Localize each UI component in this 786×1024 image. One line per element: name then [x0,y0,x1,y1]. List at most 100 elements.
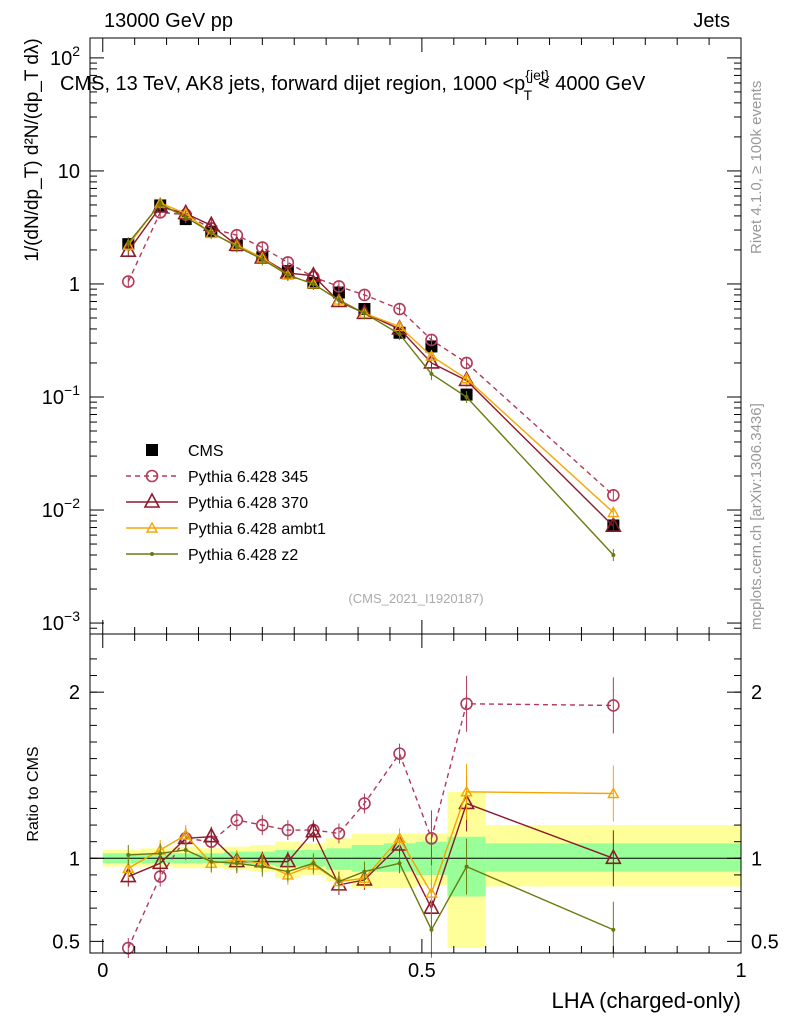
ratio-series [119,675,622,959]
header-left: 13000 GeV pp [104,10,233,32]
point-pythia-6-428-z2 [209,230,214,235]
legend-marker-cms [146,444,158,456]
ratio-point-pythia-6-428-345 [607,699,620,712]
legend-marker-pythia-6-428-345 [145,469,159,483]
point-pythia-6-428-z2 [260,257,265,262]
legend-marker-pythia-6-428-370 [143,492,161,508]
ratio-ytick-label-right: 2 [751,682,762,704]
point-pythia-6-428-z2 [158,201,163,206]
point-pythia-6-428-ambt1 [607,506,620,518]
ratio-ytick-label-right: 1 [751,848,762,870]
ratio-point-pythia-6-428-z2 [234,861,239,866]
point-pythia-6-428-345 [425,333,438,347]
ratio-point-pythia-6-428-345 [460,697,473,711]
ratio-ytick-label-right: 0.5 [751,931,779,953]
ytick-label: 10−2 [42,495,80,522]
ratio-point-pythia-6-428-345 [230,813,244,827]
ratio-ytick-label: 2 [69,682,80,704]
ratio-point-pythia-6-428-370 [151,853,169,870]
point-pythia-6-428-345 [358,288,371,302]
ratio-point-pythia-6-428-345 [256,818,269,832]
ratio-point-pythia-6-428-z2 [311,861,316,866]
ratio-point-pythia-6-428-345 [281,823,295,837]
ratio-point-pythia-6-428-z2 [362,869,367,874]
ratio-point-pythia-6-428-z2 [260,864,265,869]
point-pythia-6-428-z2 [234,244,239,249]
point-pythia-6-428-ambt1 [122,238,135,250]
ratio-point-pythia-6-428-ambt1 [393,831,406,844]
ratio-point-pythia-6-428-345 [121,941,135,955]
line-pythia-6-428-z2 [127,203,614,556]
legend-label-pythia-6-428-ambt1: Pythia 6.428 ambt1 [188,521,326,538]
xtick-label: 1 [735,960,746,982]
x-axis-label: LHA (charged-only) [551,988,741,1013]
ytick-label: 10−3 [42,608,80,635]
top-series [119,196,622,561]
ratio-y-label: Ratio to CMS [25,746,42,841]
ratio-point-pythia-6-428-ambt1 [358,871,371,883]
ratio-ytick-label: 0.5 [52,931,80,953]
ratio-point-pythia-6-428-ambt1 [179,828,192,840]
ratio-point-pythia-6-428-z2 [285,869,290,874]
ytick-label: 102 [50,43,80,70]
point-pythia-6-428-z2 [336,298,341,303]
header-right: Jets [693,10,730,32]
ratio-point-pythia-6-428-z2 [464,864,469,869]
point-pythia-6-428-z2 [183,215,188,220]
ratio-point-pythia-6-428-z2 [158,851,163,856]
ratio-point-pythia-6-428-ambt1 [122,861,135,873]
line-pythia-6-428-ambt1 [127,202,614,514]
point-pythia-6-428-370 [605,516,622,532]
ratio-point-pythia-6-428-345 [332,827,346,840]
ratio-point-pythia-6-428-z2 [429,927,434,932]
point-pythia-6-428-z2 [126,241,131,246]
point-pythia-6-428-z2 [311,281,316,286]
ratio-point-pythia-6-428-z2 [183,847,188,852]
point-pythia-6-428-z2 [397,332,402,337]
ratio-point-pythia-6-428-ambt1 [460,785,473,797]
ratio-point-pythia-6-428-370 [202,827,220,843]
point-pythia-6-428-345 [393,302,406,316]
main-frame [89,37,742,635]
ratio-point-pythia-6-428-z2 [336,879,341,884]
ratio-point-pythia-6-428-345 [393,747,406,760]
ratio-point-pythia-6-428-ambt1 [607,787,620,799]
ratio-point-pythia-6-428-z2 [611,927,616,932]
point-pythia-6-428-z2 [285,273,290,278]
ratio-line-pythia-6-428-z2 [128,849,614,932]
ratio-point-pythia-6-428-z2 [126,852,131,857]
ratio-point-pythia-6-428-370 [119,866,137,883]
legend-label-cms: CMS [188,443,224,460]
watermark: (CMS_2021_I1920187) [348,591,483,606]
y-axis-label: 1/(dN/dp_T) d²N/(dp_T dλ) [22,38,43,262]
xtick-label: 0.5 [408,960,436,982]
legend-label-pythia-6-428-z2: Pythia 6.428 z2 [188,547,298,564]
ratio-point-pythia-6-428-z2 [209,859,214,864]
point-pythia-6-428-345 [332,280,346,293]
point-pythia-6-428-z2 [611,552,616,557]
ratio-bands [90,791,741,949]
ratio-point-pythia-6-428-370 [305,822,322,838]
point-pythia-6-428-345 [121,275,135,288]
point-pythia-6-428-z2 [362,311,367,316]
legend-marker-pythia-6-428-ambt1 [145,521,159,533]
xtick-label: 0 [97,960,108,982]
chart-title: CMS, 13 TeV, AK8 jets, forward dijet reg… [60,67,646,103]
point-pythia-6-428-345 [607,488,620,502]
point-cms [425,340,438,353]
ratio-band-inner [326,848,352,870]
point-pythia-6-428-z2 [464,394,469,399]
ytick-label: 1 [69,274,80,296]
ratio-point-pythia-6-428-370 [605,848,622,865]
mcplots-label: mcplots.cern.ch [arXiv:1306.3436] [748,403,765,630]
ratio-point-pythia-6-428-345 [358,797,371,810]
ratio-point-pythia-6-428-ambt1 [425,886,438,898]
point-pythia-6-428-ambt1 [460,372,473,384]
legend: CMS Pythia 6.428 345 Pythia 6.428 370 Pythi… [126,443,326,564]
legend-marker-pythia-6-428-z2 [150,552,154,556]
line-pythia-6-428-345 [127,211,614,496]
ratio-ytick-label: 1 [69,848,80,870]
ratio-point-pythia-6-428-z2 [397,861,402,866]
